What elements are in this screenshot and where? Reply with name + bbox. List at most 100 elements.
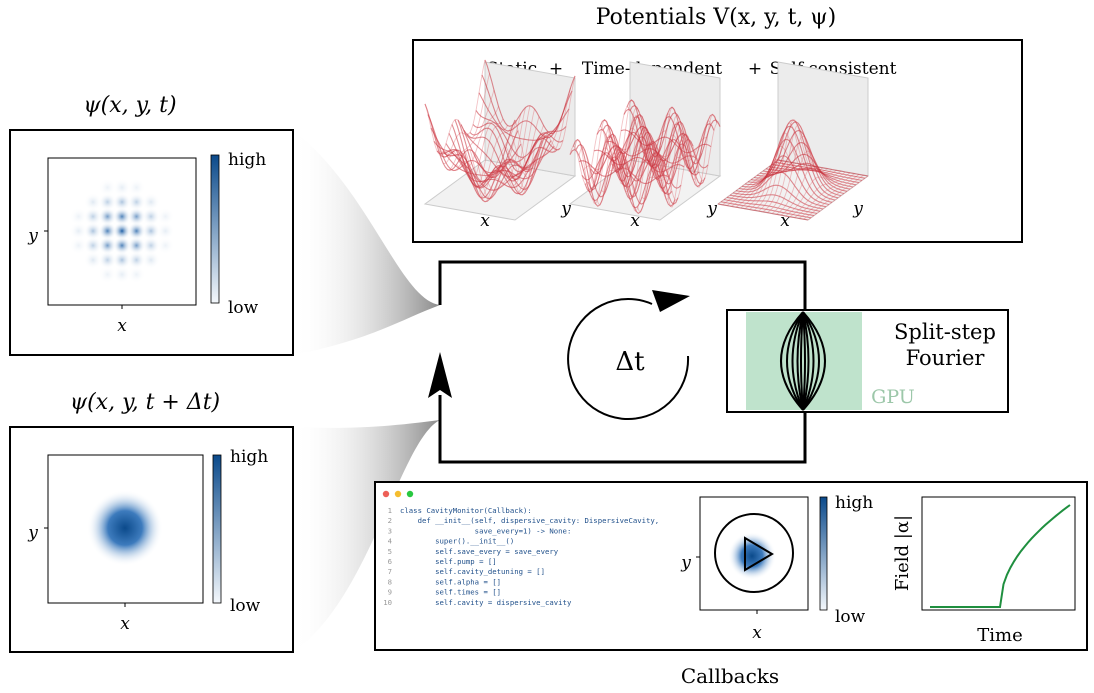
- y-label: Field |α|: [892, 515, 913, 591]
- heatmap-dot: [98, 207, 117, 226]
- surface-mesh: [457, 119, 549, 190]
- lens-line: [791, 311, 804, 411]
- solver-label: Fourier: [906, 346, 986, 370]
- heatmap-dot: [113, 265, 131, 284]
- line-number: 8: [388, 577, 392, 586]
- funnel: [293, 420, 440, 652]
- loop: [438, 260, 807, 464]
- surface-mesh: [777, 159, 869, 177]
- surface-mesh: [484, 59, 576, 135]
- heatmap-dot: [142, 193, 160, 211]
- surface-mesh: [451, 124, 543, 195]
- surface-mesh: [623, 108, 715, 170]
- surface-mesh: [475, 110, 567, 158]
- panel-title: ψ(x, y, t): [83, 93, 176, 118]
- surface-mesh: [617, 125, 709, 169]
- code-line: super().__init__(): [400, 537, 514, 546]
- lens-line: [786, 311, 804, 411]
- time-step: Δt: [615, 347, 645, 377]
- surface-mesh: [466, 133, 558, 182]
- surface-mesh: [460, 124, 552, 180]
- heatmap-dot: [113, 222, 131, 240]
- surface-mesh: [807, 175, 869, 221]
- surface-mesh: [593, 149, 685, 173]
- lens-line: [802, 311, 820, 411]
- surface-mesh: [794, 173, 855, 218]
- heatmap-dot: [84, 251, 102, 269]
- colorbar-low: low: [228, 298, 259, 318]
- surface-mesh: [780, 165, 842, 216]
- code-line: self.cavity_detuning = []: [400, 567, 545, 576]
- lens-line: [780, 311, 804, 411]
- heatmap-dot: [98, 193, 117, 211]
- heatmap-dot: [142, 236, 160, 255]
- heatmap-dot: [156, 236, 175, 255]
- colorbar-low: low: [835, 607, 866, 627]
- heatmap-dot: [113, 193, 131, 211]
- surface-mesh: [469, 127, 561, 181]
- heatmap: [69, 178, 175, 284]
- heatmap-dot: [127, 251, 146, 269]
- line-number: 10: [383, 598, 392, 607]
- heatmap-blob: [87, 490, 163, 566]
- y-label: y: [27, 523, 38, 543]
- heatmap-dot: [69, 207, 88, 226]
- heatmap-dot: [84, 193, 102, 211]
- surface-mesh: [620, 129, 712, 154]
- heatmap-dot: [98, 222, 117, 240]
- line-number: 5: [388, 547, 392, 556]
- surface-mesh: [463, 130, 555, 178]
- surface-mesh: [646, 137, 707, 182]
- surface-mesh: [581, 152, 673, 195]
- code: 1 class CavityMonitor(Callback): 2 def __i…: [383, 506, 659, 607]
- loop-arrow: [428, 352, 452, 398]
- y-label: y: [560, 199, 571, 219]
- surface-mesh: [789, 172, 851, 218]
- surface-mesh: [514, 75, 576, 172]
- surface-mesh: [439, 149, 531, 203]
- surface-wall: [777, 61, 869, 177]
- heatmap-dot: [98, 236, 117, 255]
- surface-mesh: [756, 142, 848, 192]
- surface-mesh: [584, 135, 676, 207]
- line-number: 4: [388, 537, 393, 546]
- surface-mesh: [614, 113, 706, 185]
- surface-mesh: [659, 122, 721, 201]
- surface-mesh: [759, 153, 851, 190]
- fourier-lens: [780, 311, 826, 411]
- surface-mesh: [723, 199, 815, 217]
- surface-mesh: [448, 133, 540, 189]
- heatmap-dot: [98, 265, 117, 284]
- surface-mesh: [505, 102, 567, 169]
- colorbar-low: low: [230, 596, 261, 616]
- x-label: x: [780, 211, 790, 231]
- surface-mesh: [762, 162, 854, 188]
- surface-mesh: [774, 161, 866, 179]
- line-number: 2: [388, 516, 392, 525]
- lens-line: [800, 311, 804, 411]
- heatmap-dot: [69, 236, 88, 255]
- x-label: Time: [977, 625, 1022, 646]
- potentials-title: Potentials V(x, y, t, ψ): [596, 5, 837, 30]
- y-label: y: [852, 199, 863, 219]
- heatmap-dot: [84, 207, 102, 226]
- surface-mesh: [492, 133, 553, 196]
- lens-line: [802, 311, 826, 411]
- surface-mesh: [717, 203, 809, 221]
- surface-mesh: [626, 99, 718, 175]
- heatmap-dot: [142, 251, 160, 269]
- heatmap-dot: [69, 222, 88, 240]
- panel-title: ψ(x, y, t + Δt): [70, 390, 220, 415]
- surface-mesh: [510, 87, 571, 172]
- y-label: y: [27, 226, 38, 246]
- gpu-label: GPU: [871, 386, 915, 408]
- heatmap-dot: [127, 193, 146, 211]
- plot-frame: [921, 496, 1076, 611]
- surface-mesh: [469, 105, 531, 203]
- heatmap-dot: [127, 236, 146, 255]
- surface-mesh: [655, 113, 716, 208]
- code-line: self.alpha = []: [400, 577, 501, 586]
- heatmap-dot: [127, 265, 146, 284]
- code-line: self.times = []: [400, 588, 501, 597]
- line-number: 1: [388, 506, 392, 515]
